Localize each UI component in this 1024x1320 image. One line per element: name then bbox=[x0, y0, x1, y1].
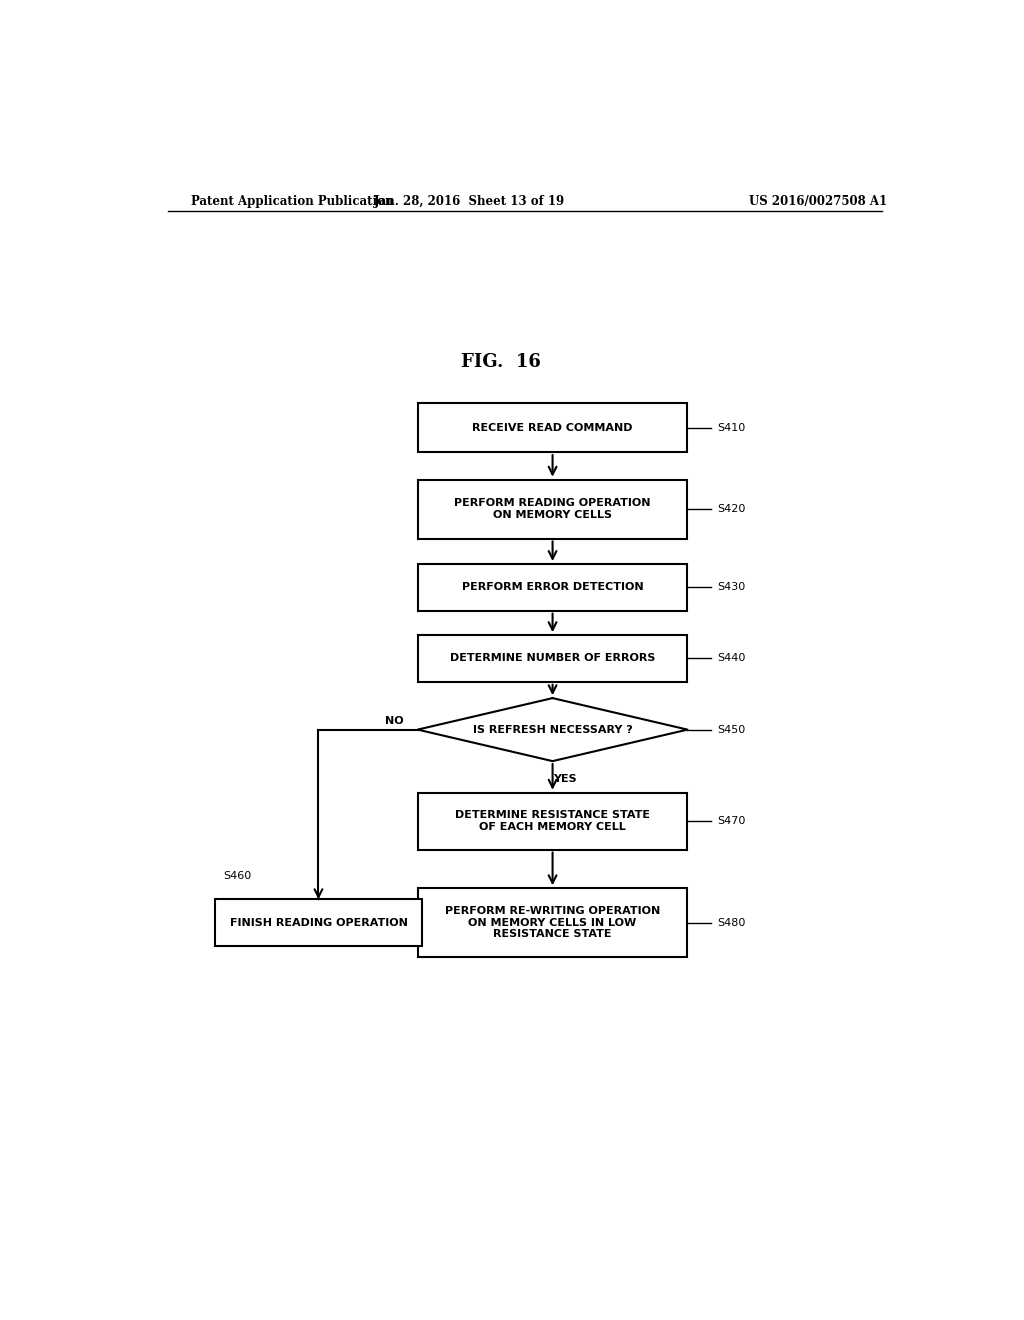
Text: S480: S480 bbox=[718, 917, 746, 928]
Text: FINISH READING OPERATION: FINISH READING OPERATION bbox=[229, 917, 408, 928]
Text: PERFORM ERROR DETECTION: PERFORM ERROR DETECTION bbox=[462, 582, 643, 593]
Text: YES: YES bbox=[553, 775, 577, 784]
FancyBboxPatch shape bbox=[418, 564, 687, 611]
Text: DETERMINE NUMBER OF ERRORS: DETERMINE NUMBER OF ERRORS bbox=[450, 653, 655, 664]
Text: PERFORM RE-WRITING OPERATION
ON MEMORY CELLS IN LOW
RESISTANCE STATE: PERFORM RE-WRITING OPERATION ON MEMORY C… bbox=[445, 906, 660, 940]
Text: S440: S440 bbox=[718, 653, 746, 664]
Text: Jan. 28, 2016  Sheet 13 of 19: Jan. 28, 2016 Sheet 13 of 19 bbox=[374, 194, 565, 207]
Polygon shape bbox=[418, 698, 687, 762]
Text: S460: S460 bbox=[223, 871, 252, 880]
Text: S430: S430 bbox=[718, 582, 745, 593]
FancyBboxPatch shape bbox=[418, 479, 687, 539]
Text: US 2016/0027508 A1: US 2016/0027508 A1 bbox=[750, 194, 888, 207]
Text: S410: S410 bbox=[718, 422, 745, 433]
FancyBboxPatch shape bbox=[418, 888, 687, 957]
Text: PERFORM READING OPERATION
ON MEMORY CELLS: PERFORM READING OPERATION ON MEMORY CELL… bbox=[455, 498, 651, 520]
Text: S470: S470 bbox=[718, 816, 746, 826]
Text: NO: NO bbox=[385, 717, 403, 726]
Text: DETERMINE RESISTANCE STATE
OF EACH MEMORY CELL: DETERMINE RESISTANCE STATE OF EACH MEMOR… bbox=[455, 810, 650, 832]
Text: IS REFRESH NECESSARY ?: IS REFRESH NECESSARY ? bbox=[473, 725, 633, 735]
FancyBboxPatch shape bbox=[418, 404, 687, 453]
Text: Patent Application Publication: Patent Application Publication bbox=[191, 194, 394, 207]
Text: S420: S420 bbox=[718, 504, 746, 513]
FancyBboxPatch shape bbox=[418, 635, 687, 682]
FancyBboxPatch shape bbox=[418, 792, 687, 850]
FancyBboxPatch shape bbox=[215, 899, 422, 946]
Text: S450: S450 bbox=[718, 725, 745, 735]
Text: RECEIVE READ COMMAND: RECEIVE READ COMMAND bbox=[472, 422, 633, 433]
Text: FIG.  16: FIG. 16 bbox=[461, 352, 541, 371]
